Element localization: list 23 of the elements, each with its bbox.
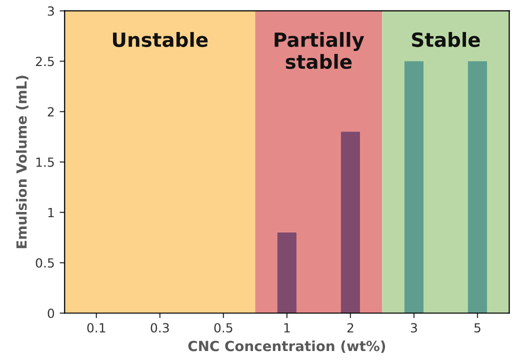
band-label: Stable [412, 32, 480, 48]
band-label: Partially stable [274, 32, 364, 69]
x-tick-label: 0.3 [150, 323, 169, 333]
y-tick-label: 2 [48, 107, 54, 116]
x-axis-title: CNC Concentration (wt%) [188, 340, 386, 353]
x-tick-label: 0.1 [87, 323, 106, 333]
band-label: Unstable [112, 32, 208, 48]
x-tick-label: 3 [410, 323, 417, 333]
x-tick-label: 1 [284, 323, 290, 332]
y-tick-label: 0 [48, 308, 54, 318]
bar [404, 61, 424, 314]
y-tick-label: 3 [48, 6, 54, 16]
y-tick-label: 1 [48, 208, 54, 218]
bar [340, 132, 360, 314]
y-tick-label: 0.5 [36, 258, 54, 268]
y-axis-title: Emulsion Volume (mL) [16, 76, 28, 248]
x-tick-label: 0.5 [214, 323, 232, 333]
x-tick-label: 5 [474, 323, 480, 333]
y-tick-label: 2.5 [36, 56, 54, 66]
y-tick-label: 1.5 [36, 158, 54, 167]
bar [468, 61, 488, 314]
x-tick-label: 2 [347, 323, 354, 332]
bar [277, 232, 296, 314]
